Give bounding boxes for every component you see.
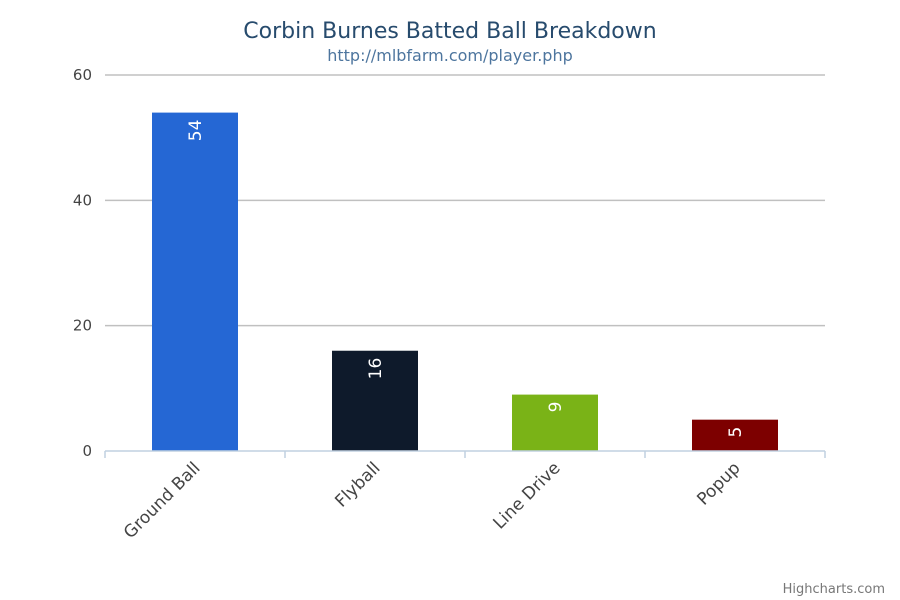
bar-ground-ball[interactable] — [152, 112, 238, 451]
bar-line-drive[interactable] — [512, 394, 598, 451]
data-labels: 54 16 9 5 — [186, 120, 746, 438]
bar-popup[interactable] — [692, 419, 778, 451]
y-axis-ticks: 0 20 40 60 — [73, 66, 92, 460]
bar-flyball[interactable] — [332, 350, 418, 451]
chart-title: Corbin Burnes Batted Ball Breakdown — [243, 19, 656, 44]
x-tick-label: Ground Ball — [120, 458, 204, 542]
data-label: 54 — [186, 120, 206, 142]
x-axis: Ground Ball Flyball Line Drive Popup — [104, 450, 826, 543]
y-tick-label: 40 — [73, 191, 92, 209]
y-tick-label: 60 — [73, 66, 92, 84]
x-tick-label: Line Drive — [489, 458, 564, 533]
data-label: 9 — [546, 402, 566, 413]
x-tick-label: Popup — [693, 458, 744, 509]
data-label: 16 — [366, 358, 386, 380]
y-tick-label: 0 — [82, 442, 92, 460]
y-tick-label: 20 — [73, 317, 92, 335]
credits-link[interactable]: Highcharts.com — [783, 582, 885, 597]
chart-subtitle: http://mlbfarm.com/player.php — [327, 46, 573, 65]
x-tick-label: Flyball — [331, 458, 384, 511]
data-label: 5 — [726, 427, 746, 438]
bars — [152, 112, 778, 451]
